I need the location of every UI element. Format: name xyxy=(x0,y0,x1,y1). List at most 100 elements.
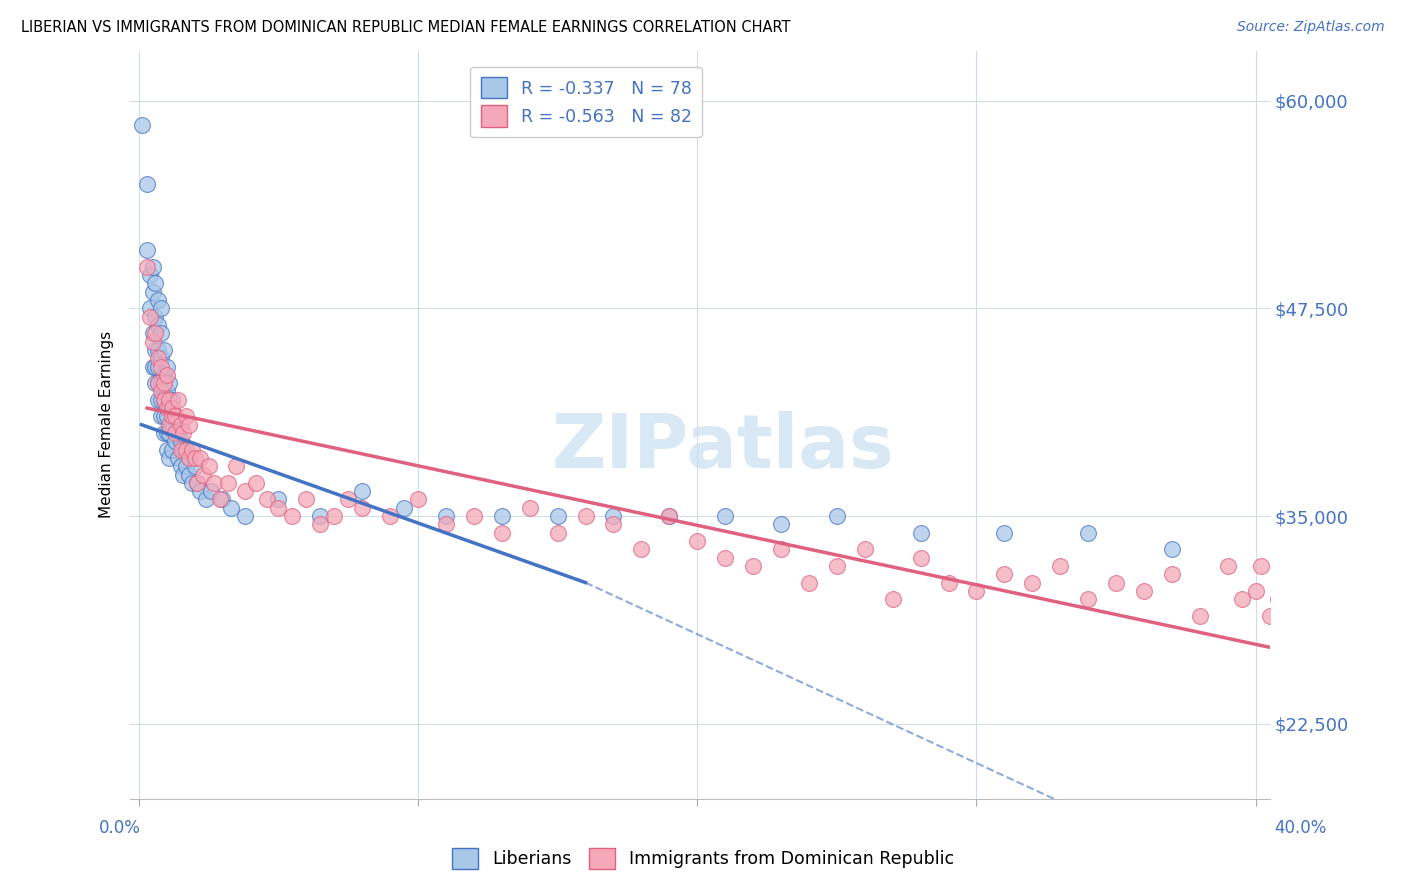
Point xyxy=(519,500,541,515)
Point xyxy=(159,376,181,391)
Point xyxy=(172,467,194,482)
Point xyxy=(188,450,211,465)
Point xyxy=(938,575,960,590)
Point xyxy=(742,559,765,574)
Point xyxy=(148,376,170,391)
Point xyxy=(169,434,191,449)
Point xyxy=(1077,525,1099,540)
Point xyxy=(267,500,290,515)
Point xyxy=(131,119,153,133)
Y-axis label: Median Female Earnings: Median Female Earnings xyxy=(100,331,114,518)
Point xyxy=(769,542,792,557)
Point xyxy=(136,260,159,274)
Text: LIBERIAN VS IMMIGRANTS FROM DOMINICAN REPUBLIC MEDIAN FEMALE EARNINGS CORRELATIO: LIBERIAN VS IMMIGRANTS FROM DOMINICAN RE… xyxy=(21,20,790,35)
Point xyxy=(160,442,183,457)
Point xyxy=(194,492,217,507)
Point xyxy=(434,509,457,524)
Point xyxy=(825,509,848,524)
Text: 0.0%: 0.0% xyxy=(98,819,141,837)
Point xyxy=(491,509,513,524)
Point xyxy=(150,384,173,399)
Point xyxy=(153,343,176,357)
Point xyxy=(150,351,173,366)
Point xyxy=(309,517,332,532)
Point xyxy=(183,459,205,474)
Point xyxy=(352,500,374,515)
Point xyxy=(463,509,485,524)
Point xyxy=(208,492,231,507)
Point xyxy=(392,500,415,515)
Point xyxy=(163,434,186,449)
Point xyxy=(136,177,159,191)
Point xyxy=(574,509,596,524)
Point xyxy=(166,392,188,407)
Point xyxy=(825,559,848,574)
Point xyxy=(281,509,304,524)
Point xyxy=(156,384,179,399)
Point xyxy=(148,392,170,407)
Point xyxy=(233,509,256,524)
Point xyxy=(658,509,681,524)
Point xyxy=(1267,592,1289,607)
Point xyxy=(177,450,200,465)
Point xyxy=(993,525,1015,540)
Point xyxy=(180,442,202,457)
Point xyxy=(166,450,188,465)
Point xyxy=(153,425,176,440)
Point xyxy=(163,409,186,424)
Point xyxy=(1161,542,1184,557)
Point xyxy=(197,459,219,474)
Legend: Liberians, Immigrants from Dominican Republic: Liberians, Immigrants from Dominican Rep… xyxy=(446,841,960,876)
Point xyxy=(233,484,256,499)
Point xyxy=(602,517,624,532)
Point xyxy=(352,484,374,499)
Point xyxy=(295,492,318,507)
Point xyxy=(183,450,205,465)
Point xyxy=(200,484,222,499)
Point xyxy=(1216,559,1239,574)
Point xyxy=(145,376,167,391)
Point xyxy=(174,442,197,457)
Point xyxy=(166,425,188,440)
Text: Source: ZipAtlas.com: Source: ZipAtlas.com xyxy=(1237,20,1385,34)
Point xyxy=(267,492,290,507)
Legend: R = -0.337   N = 78, R = -0.563   N = 82: R = -0.337 N = 78, R = -0.563 N = 82 xyxy=(470,67,702,137)
Point xyxy=(148,293,170,307)
Point xyxy=(139,268,162,282)
Point xyxy=(1049,559,1071,574)
Point xyxy=(160,401,183,415)
Point xyxy=(797,575,820,590)
Point xyxy=(853,542,876,557)
Point xyxy=(434,517,457,532)
Point xyxy=(186,475,208,490)
Point xyxy=(910,525,932,540)
Point xyxy=(1230,592,1253,607)
Point xyxy=(547,525,569,540)
Point xyxy=(406,492,429,507)
Point xyxy=(169,417,191,432)
Point xyxy=(323,509,346,524)
Point xyxy=(547,509,569,524)
Point xyxy=(378,509,401,524)
Point xyxy=(177,467,200,482)
Point xyxy=(153,409,176,424)
Point xyxy=(139,301,162,316)
Point xyxy=(148,359,170,374)
Point xyxy=(142,260,165,274)
Point xyxy=(188,484,211,499)
Text: ZIPatlas: ZIPatlas xyxy=(551,410,894,483)
Point xyxy=(686,534,709,549)
Point xyxy=(966,583,988,598)
Point xyxy=(993,567,1015,582)
Point xyxy=(159,392,181,407)
Point xyxy=(145,343,167,357)
Point xyxy=(150,409,173,424)
Point xyxy=(145,310,167,324)
Point xyxy=(1133,583,1156,598)
Point xyxy=(153,368,176,382)
Point xyxy=(217,475,239,490)
Point xyxy=(658,509,681,524)
Point xyxy=(145,326,167,341)
Point xyxy=(148,351,170,366)
Point xyxy=(156,359,179,374)
